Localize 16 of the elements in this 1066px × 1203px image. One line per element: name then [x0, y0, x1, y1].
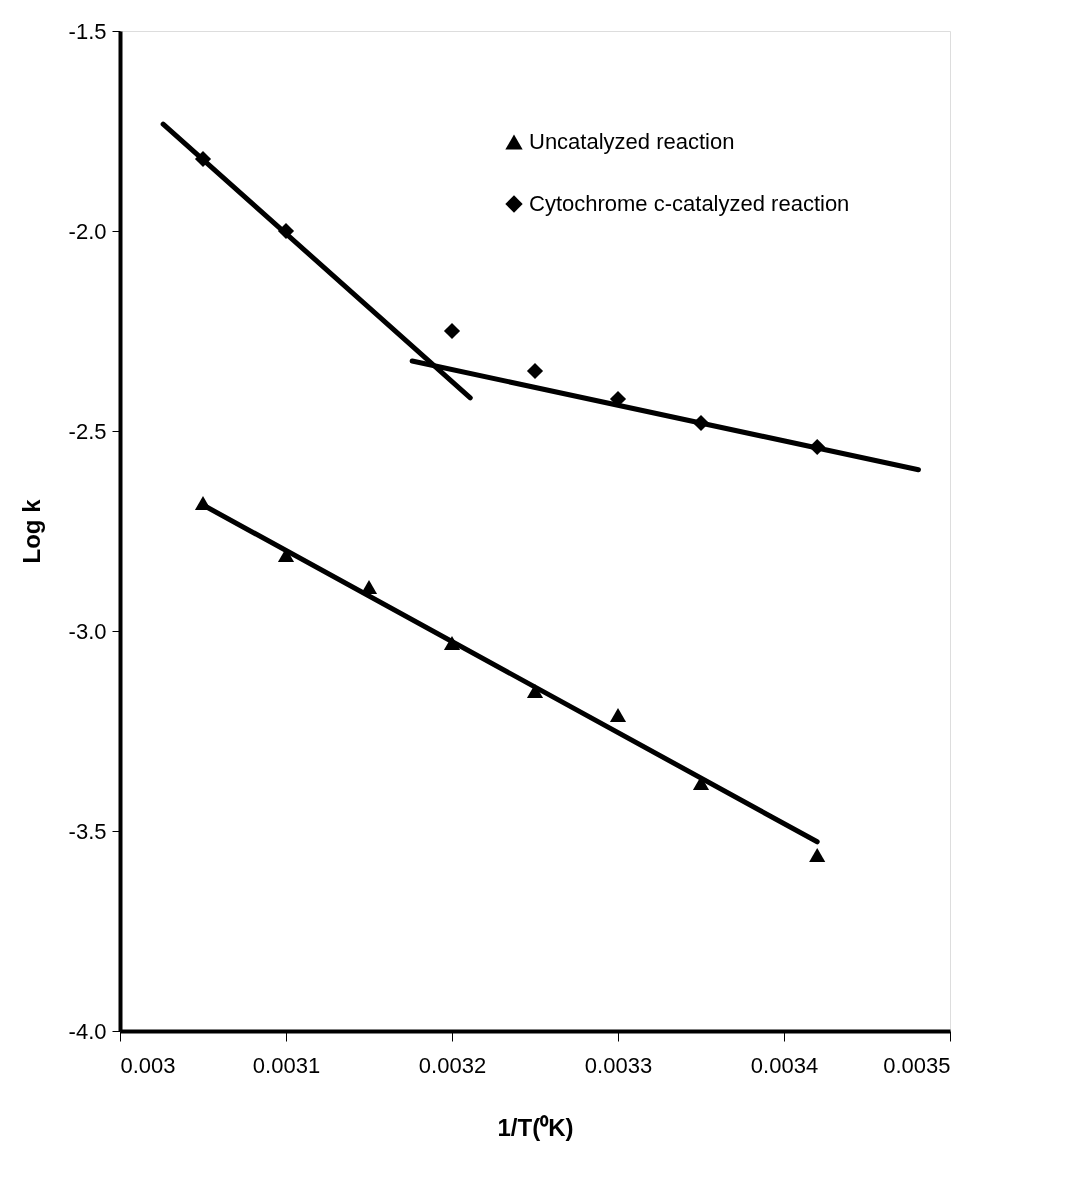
legend-label: Cytochrome c-catalyzed reaction: [529, 191, 850, 216]
x-tick-label: 0.0032: [418, 1052, 487, 1078]
x-tick-label: 0.003: [120, 1052, 176, 1078]
y-tick-label: -2.0: [68, 218, 107, 244]
y-tick-label: -1.5: [68, 18, 107, 44]
x-tick-label: 0.0033: [584, 1052, 653, 1078]
y-tick-label: -3.5: [68, 818, 107, 844]
y-tick-label: -2.5: [68, 418, 107, 444]
y-tick-label: -4.0: [68, 1018, 107, 1044]
x-tick-label: 0.0031: [252, 1052, 321, 1078]
y-tick-label: -3.0: [68, 618, 107, 644]
x-tick-label: 0.0034: [750, 1052, 819, 1078]
y-axis-title: Log k: [17, 498, 45, 564]
x-axis-title: 1/T(⁰K): [497, 1113, 574, 1141]
x-tick-label: 0.0035: [883, 1052, 951, 1078]
legend-label: Uncatalyzed reaction: [529, 129, 735, 154]
